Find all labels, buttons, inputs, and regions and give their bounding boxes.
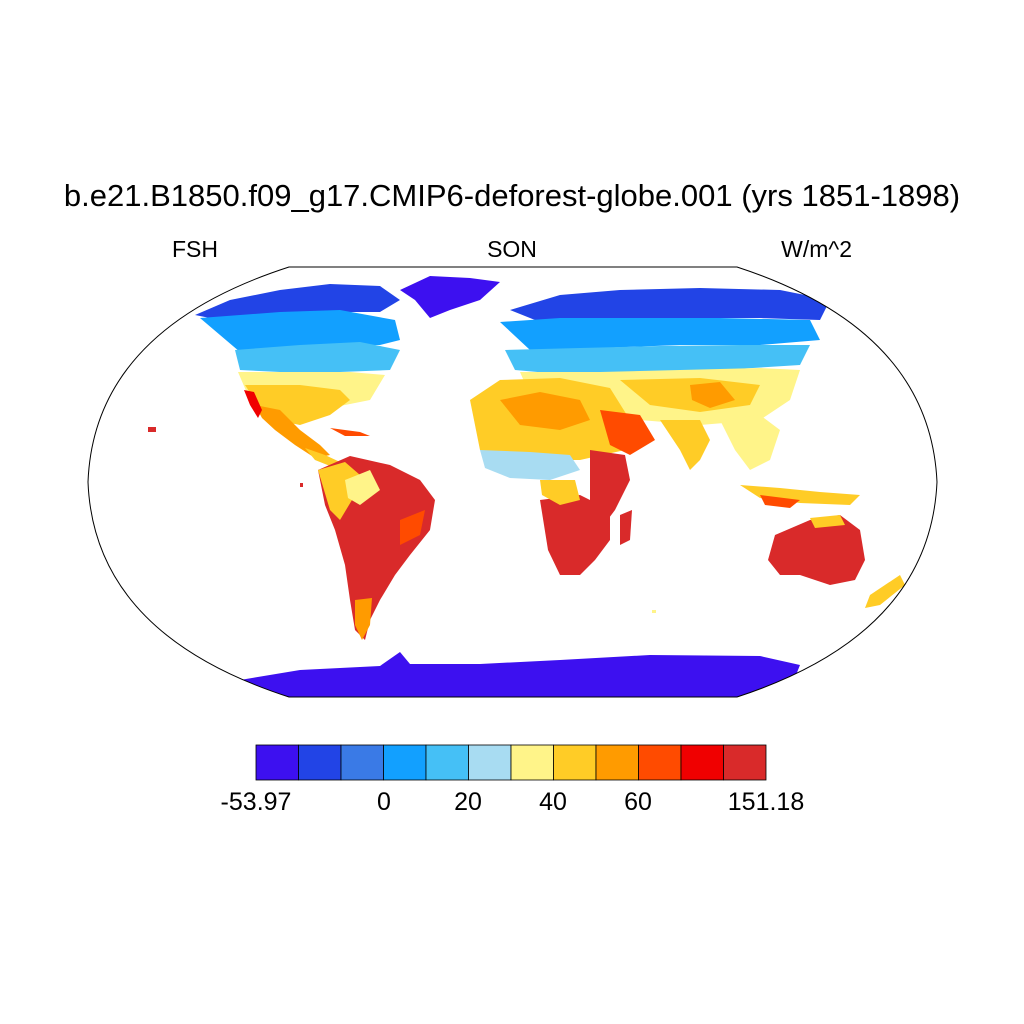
colorbar-tick-label: 20 <box>454 788 482 816</box>
sahara-hot <box>500 392 590 430</box>
antarctica <box>230 652 800 697</box>
colorbar-swatch <box>255 744 299 781</box>
colorbar-swatch <box>468 744 512 781</box>
map-land-fields <box>148 276 905 697</box>
island-atlantic <box>652 610 656 613</box>
greenland <box>400 276 500 318</box>
colorbar-swatch <box>680 744 724 781</box>
colorbar-tick-label: 151.18 <box>727 788 805 816</box>
madagascar <box>620 510 632 545</box>
new-zealand <box>865 575 905 608</box>
indonesia-hot <box>760 495 800 508</box>
variable-label: FSH <box>172 236 218 262</box>
southeast-asia <box>720 415 780 470</box>
central-asia-desert <box>620 378 760 412</box>
southern-africa <box>540 495 610 575</box>
sahel <box>480 450 580 480</box>
colorbar-swatch <box>298 744 342 781</box>
patagonia <box>355 598 372 640</box>
congo-basin <box>540 480 580 505</box>
hawaii <box>148 427 156 432</box>
colorbar-swatch <box>638 744 682 781</box>
colorbar-swatch <box>510 744 554 781</box>
colorbar-swatch <box>723 744 767 781</box>
colorbar-swatch <box>340 744 384 781</box>
island-pacific <box>300 483 303 487</box>
colorbar-swatch <box>553 744 597 781</box>
eurasia-mid <box>505 345 810 374</box>
north-america-north <box>195 284 400 322</box>
australia <box>768 515 865 585</box>
amazon-patches <box>345 470 380 505</box>
colorbar-tick-label: 60 <box>624 788 652 816</box>
units-label: W/m^2 <box>781 236 852 262</box>
colorbar-swatch <box>595 744 639 781</box>
colorbar <box>255 744 767 781</box>
colorbar-swatch <box>425 744 469 781</box>
colorbar-tick-label: 0 <box>377 788 391 816</box>
indonesia <box>740 485 860 505</box>
india <box>660 420 710 470</box>
colorbar-tick-label: -53.97 <box>220 788 292 816</box>
south-america-west <box>318 462 360 520</box>
colorbar-swatch <box>383 744 427 781</box>
north-america-boreal <box>200 310 400 352</box>
map-boundary <box>87 266 938 698</box>
north-america-mid <box>235 342 400 372</box>
colorbar-tick-label: 40 <box>539 788 567 816</box>
north-america-south <box>245 385 350 425</box>
australia-north-coast <box>810 515 845 528</box>
season-label: SON <box>487 236 537 262</box>
mexico <box>255 405 330 458</box>
south-america-east <box>400 510 425 545</box>
plot-title: b.e21.B1850.f09_g17.CMIP6-deforest-globe… <box>63 178 961 213</box>
eurasia-north <box>510 288 830 322</box>
caribbean <box>330 428 370 436</box>
arabia <box>600 410 655 455</box>
eurasia-boreal <box>500 318 820 350</box>
california-hot <box>244 390 262 418</box>
tibet-hot <box>690 382 735 408</box>
